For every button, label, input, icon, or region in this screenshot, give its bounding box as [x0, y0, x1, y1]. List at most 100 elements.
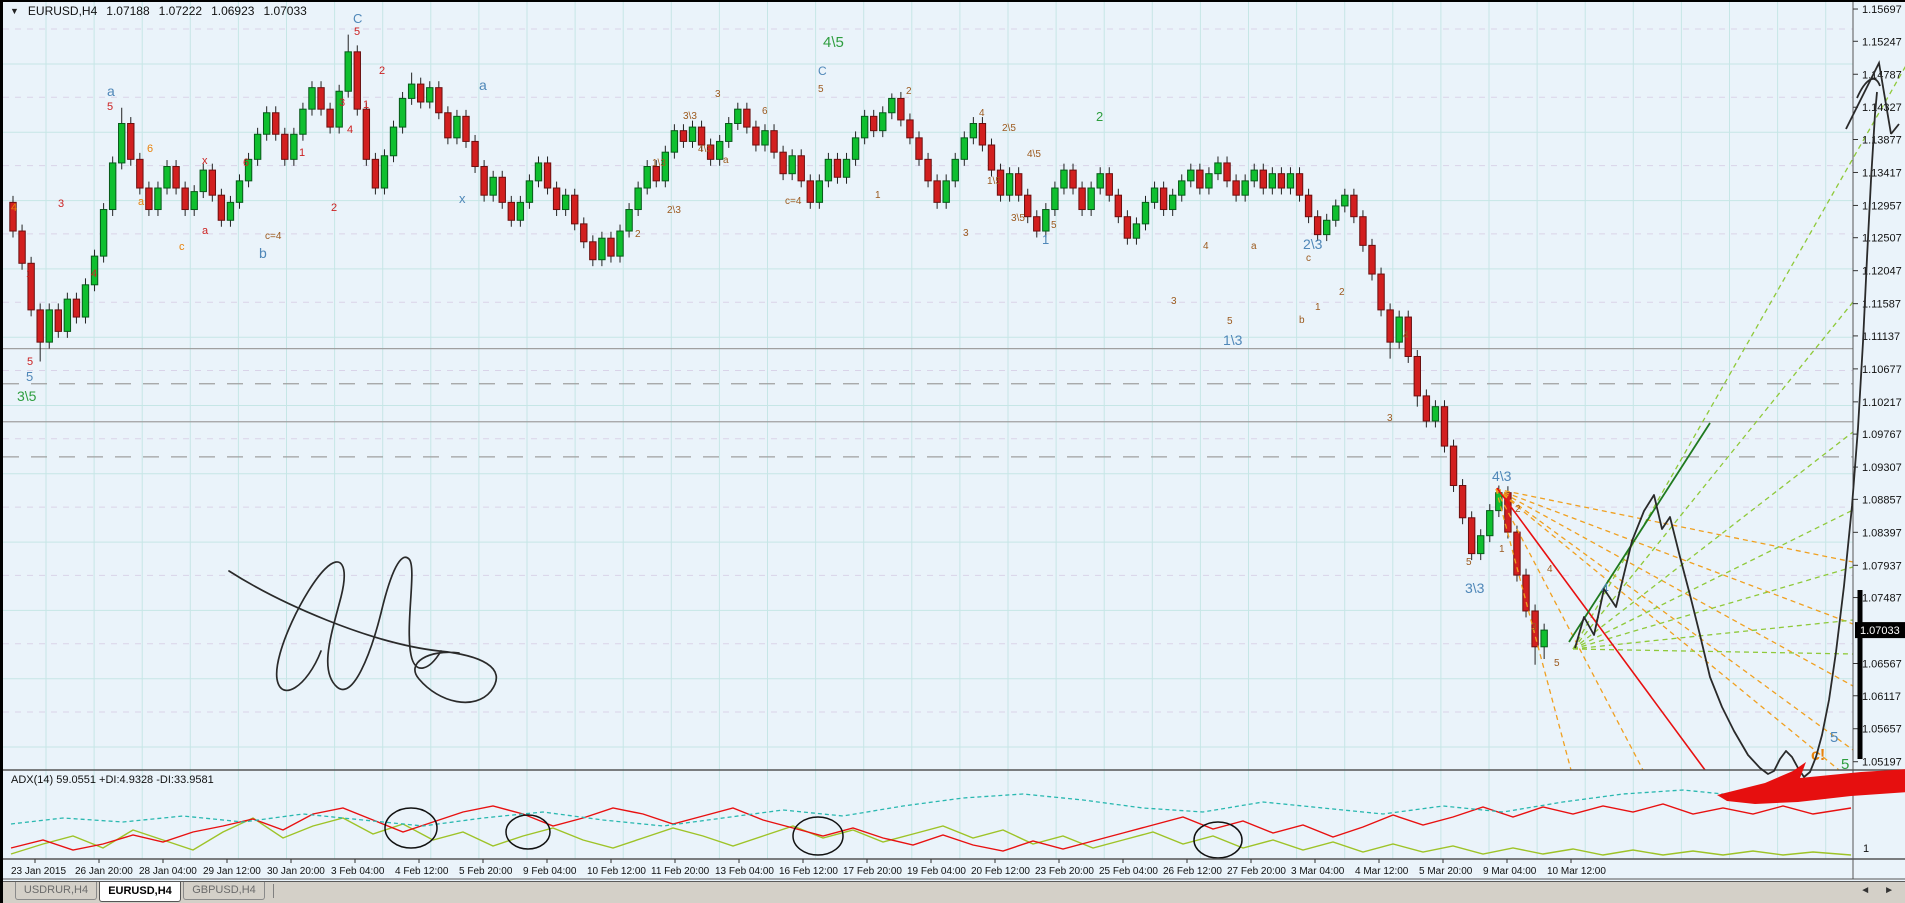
candle: [1014, 173, 1023, 196]
candle: [625, 209, 633, 232]
price-axis-label: 1.08397: [1862, 527, 1902, 539]
candle: [842, 158, 851, 178]
candle: [199, 169, 207, 193]
trendlines-and-fans[interactable]: [1495, 62, 1905, 771]
fibo-fan-line: [1495, 488, 1644, 771]
candle: [1522, 574, 1530, 612]
wave-label: 5: [1554, 658, 1560, 669]
wave-label: 3: [963, 228, 969, 239]
candle: [1096, 173, 1104, 189]
candle: [715, 140, 724, 160]
candle: [806, 180, 814, 203]
candle: [54, 309, 62, 332]
fibo-fan-line: [1495, 488, 1854, 563]
price-axis-label: 1.15247: [1862, 36, 1902, 48]
candle: [1413, 355, 1421, 397]
candle: [697, 126, 706, 146]
time-axis-label: 3 Mar 04:00: [1291, 866, 1345, 877]
wave-label: 1: [299, 147, 305, 159]
tab-separator: [273, 884, 274, 898]
candle: [906, 119, 914, 139]
axes[interactable]: 1.156971.152471.147871.143271.138771.134…: [3, 2, 1905, 880]
chart-tab-usdrur[interactable]: USDRUR,H4: [15, 882, 97, 900]
time-axis-label: 26 Feb 12:00: [1163, 866, 1222, 877]
candle: [1187, 169, 1195, 182]
wave-label: 6: [243, 157, 249, 169]
scroll-left-icon[interactable]: ◄: [1860, 885, 1871, 896]
price-axis-label: 1.09307: [1862, 462, 1902, 474]
dropdown-icon[interactable]: ▼: [10, 6, 19, 16]
price-chart-canvas[interactable]: 1.156971.152471.147871.143271.138771.134…: [3, 2, 1905, 903]
support-resistance-levels[interactable]: [3, 347, 1853, 458]
chart-tab-eurusd[interactable]: EURUSD,H4: [99, 882, 181, 902]
time-axis-label: 29 Jan 12:00: [203, 866, 261, 877]
candle: [471, 140, 479, 168]
price-axis-label: 1.05657: [1862, 724, 1902, 736]
hand-drawings[interactable]: 1.07033: [228, 60, 1905, 804]
wave-label: 3\5: [17, 388, 37, 404]
candle: [942, 180, 950, 203]
fibo-fan-line: [1572, 566, 1854, 650]
indicator-line: [10, 817, 1852, 856]
wave-label: a: [479, 77, 487, 93]
adx-indicator-pane[interactable]: [10, 789, 1852, 859]
wave-label: 2: [1515, 504, 1521, 515]
time-axis-label: 26 Jan 20:00: [75, 866, 133, 877]
candle: [1313, 216, 1322, 236]
price-axis-label: 1.06117: [1862, 691, 1901, 703]
time-axis-label: 10 Mar 12:00: [1547, 866, 1606, 877]
wave-label: 3: [58, 198, 64, 210]
candle: [462, 115, 470, 142]
wave-label: 4: [1547, 564, 1553, 575]
hand-drawn-arrowhead: [1845, 60, 1900, 135]
candle: [353, 51, 361, 110]
price-axis-label: 1.06567: [1862, 659, 1902, 671]
candle: [27, 262, 35, 311]
chart-tab-gbpusd[interactable]: GBPUSD,H4: [183, 882, 265, 900]
price-axis-label: 1.05197: [1862, 757, 1902, 769]
candle: [1377, 273, 1385, 311]
candle: [208, 169, 217, 196]
candle: [1440, 406, 1449, 447]
hand-drawn-circle: [1193, 821, 1243, 859]
wave-label: 1: [1315, 302, 1321, 313]
time-axis-label: 11 Feb 20:00: [651, 866, 710, 877]
candle: [299, 108, 307, 135]
candle: [99, 209, 108, 257]
candle: [1368, 244, 1376, 275]
candle: [1404, 316, 1412, 357]
price-axis-label: 1.13877: [1862, 134, 1902, 146]
price-axis-label: 1.10677: [1862, 364, 1902, 376]
candle: [1386, 309, 1394, 343]
tab-scroll-arrows: ◄ ►: [1860, 885, 1894, 896]
scroll-right-icon[interactable]: ►: [1884, 885, 1894, 896]
candle: [1458, 485, 1467, 519]
fibo-fan-line: [1495, 488, 1854, 625]
candle: [36, 309, 44, 343]
wave-label: 4\5: [823, 34, 844, 51]
wave-label: 5: [1227, 316, 1233, 327]
candle: [743, 108, 751, 128]
candle: [1323, 219, 1331, 236]
wave-label: 1: [26, 268, 32, 280]
candle: [543, 162, 552, 189]
candle: [1114, 194, 1123, 218]
wave-label: 5: [1841, 756, 1849, 773]
candle: [879, 112, 887, 132]
wave-label: 3\3: [1465, 580, 1485, 596]
candle: [362, 108, 371, 160]
time-axis-label: 4 Feb 12:00: [395, 866, 449, 877]
candle: [969, 123, 978, 139]
wave-label: 4: [11, 202, 17, 214]
wave-label: 1: [363, 99, 369, 111]
candle: [480, 166, 488, 196]
price-axis-label: 1.12507: [1862, 233, 1902, 245]
wave-label: 5: [354, 26, 360, 38]
candle: [45, 309, 53, 343]
price-axis-label: 1.09767: [1862, 429, 1902, 441]
candle: [417, 83, 425, 103]
candle: [1033, 216, 1041, 232]
candle: [725, 123, 733, 142]
wave-label: 5: [1466, 557, 1472, 568]
price-axis-label: 1.13417: [1862, 167, 1902, 179]
